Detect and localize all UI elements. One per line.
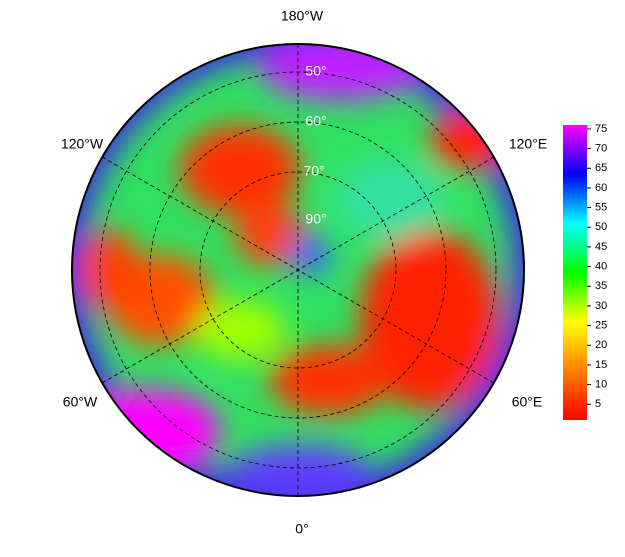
latitude-label: 60° <box>305 113 326 129</box>
colorbar-tick-label: 10 <box>595 379 607 391</box>
latitude-label: 50° <box>305 63 326 79</box>
colorbar-tick-label: 20 <box>595 339 607 351</box>
longitude-label: 180°W <box>281 8 324 24</box>
colorbar-tick-label: 75 <box>595 123 607 135</box>
colorbar-tick-label: 50 <box>595 221 607 233</box>
colorbar-tick-label: 40 <box>595 261 607 273</box>
colorbar-tick-label: 5 <box>595 398 601 410</box>
map-border <box>71 43 525 497</box>
colorbar-tick-label: 55 <box>595 202 607 214</box>
latitude-label: 90° <box>305 211 326 227</box>
longitude-label: 60°E <box>512 394 543 410</box>
colorbar-tick-label: 45 <box>595 241 607 253</box>
colorbar-tick-label: 60 <box>595 182 607 194</box>
colorbar-tick-label: 25 <box>595 320 607 332</box>
colorbar-tick-label: 30 <box>595 300 607 312</box>
longitude-label: 60°W <box>63 394 98 410</box>
graticule <box>99 44 497 496</box>
colorbar-tick-label: 65 <box>595 162 607 174</box>
colorbar <box>563 125 587 420</box>
polar-map-field <box>72 44 524 496</box>
latitude-label: 70° <box>303 163 324 179</box>
colorbar-tick-label: 70 <box>595 143 607 155</box>
colorbar-tick-label: 35 <box>595 280 607 292</box>
longitude-label: 120°E <box>509 136 547 152</box>
colorbar-tick-label: 15 <box>595 359 607 371</box>
longitude-label: 120°W <box>61 136 104 152</box>
longitude-label: 0° <box>295 521 308 537</box>
